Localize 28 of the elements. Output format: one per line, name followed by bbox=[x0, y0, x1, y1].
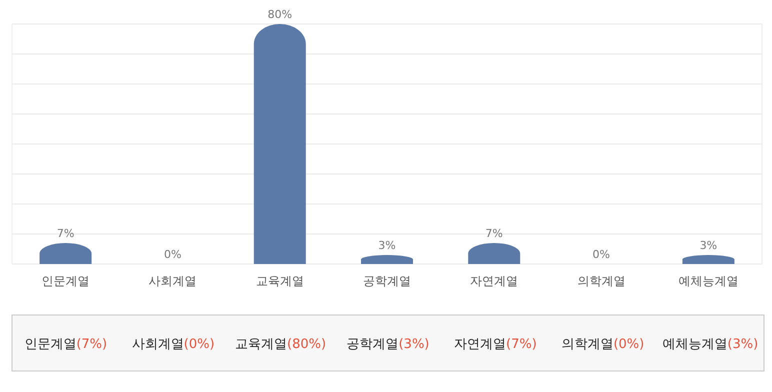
category-label: 자연계열 bbox=[454, 337, 506, 352]
data-label: 0% bbox=[592, 248, 610, 261]
text: (0%) bbox=[613, 337, 644, 352]
text: (7%) bbox=[76, 337, 108, 352]
data-label: 3% bbox=[378, 239, 396, 252]
category-label: 공학계열 bbox=[346, 337, 399, 352]
category-label: 예체능계열 bbox=[662, 337, 728, 352]
text: (3%) bbox=[398, 337, 430, 352]
data-label: 7% bbox=[56, 227, 74, 240]
category-label: 의학계열 bbox=[561, 337, 614, 352]
x-tick-label: 교육계열 bbox=[256, 274, 304, 288]
data-label: 80% bbox=[268, 8, 292, 21]
category-label: 사회계열 bbox=[132, 337, 184, 352]
category-label: 교육계열 bbox=[235, 337, 288, 352]
data-label: 3% bbox=[700, 239, 718, 252]
x-tick-label: 사회계열 bbox=[148, 274, 197, 288]
x-tick-label: 공학계열 bbox=[363, 274, 411, 288]
x-tick-label: 인문계열 bbox=[42, 274, 90, 288]
data-label: 0% bbox=[164, 248, 182, 261]
text: (7%) bbox=[506, 337, 537, 352]
data-label: 7% bbox=[485, 227, 503, 240]
text: (80%) bbox=[287, 337, 326, 352]
x-tick-label: 예체능계열 bbox=[678, 274, 738, 288]
text: (3%) bbox=[727, 337, 758, 352]
text: (0%) bbox=[184, 337, 215, 352]
category-label: 인문계열 bbox=[24, 337, 76, 352]
x-tick-label: 의학계열 bbox=[577, 274, 626, 288]
x-tick-label: 자연계열 bbox=[470, 274, 518, 288]
